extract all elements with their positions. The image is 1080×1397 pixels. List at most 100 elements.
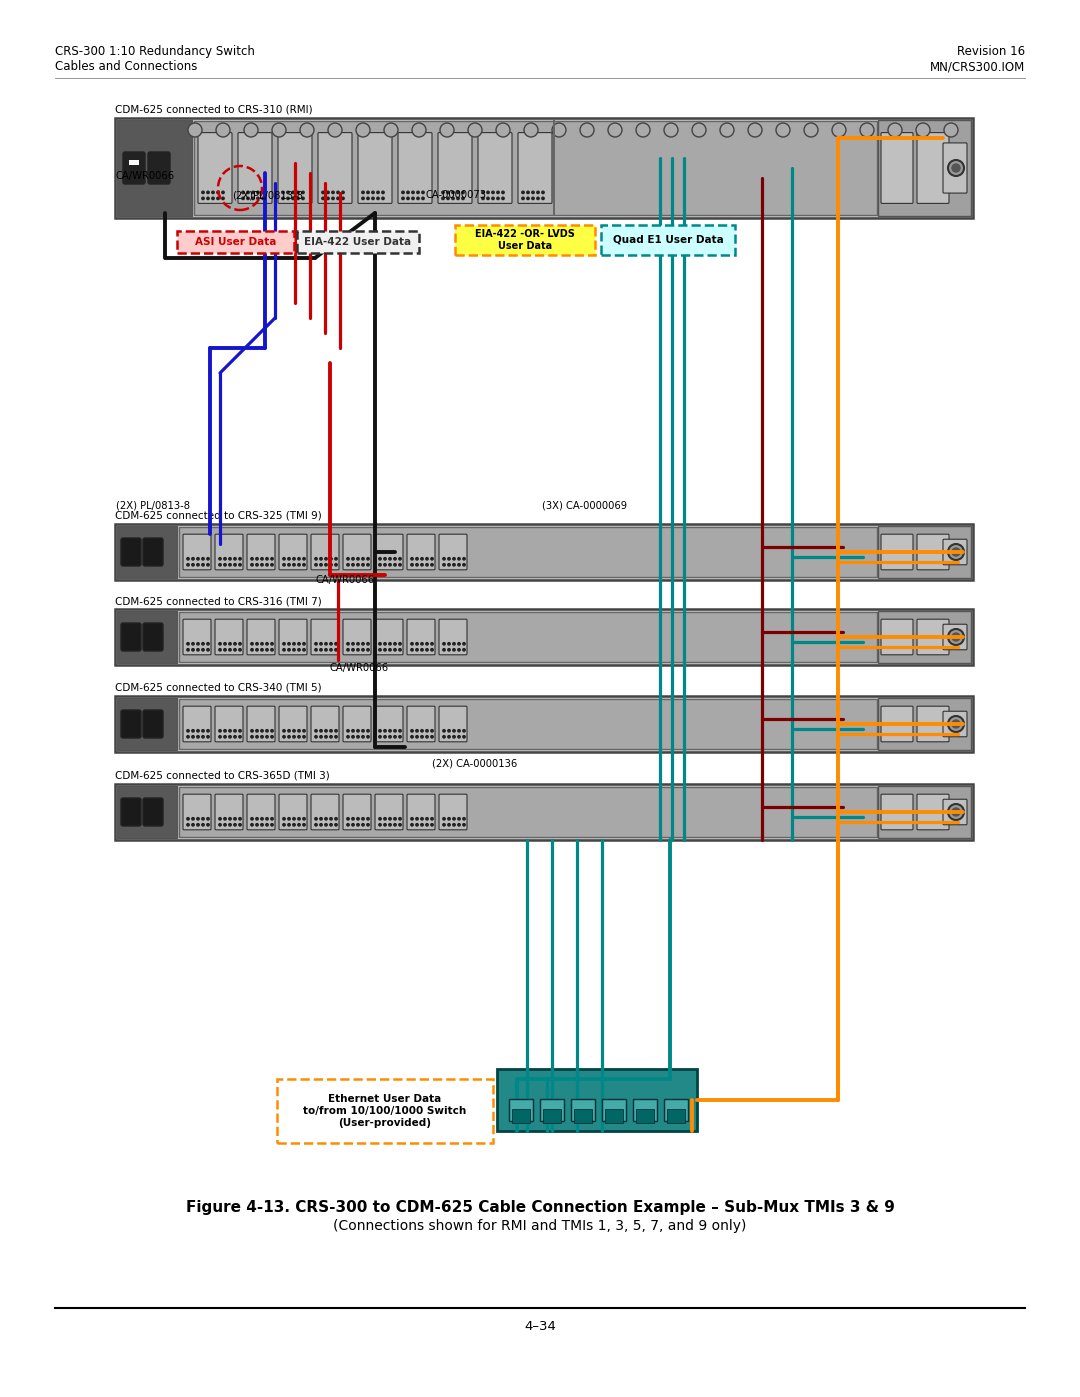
Circle shape [302, 563, 306, 566]
Text: EIA-422 -OR- LVDS
User Data: EIA-422 -OR- LVDS User Data [475, 229, 575, 251]
Bar [179, 612, 877, 662]
Circle shape [347, 648, 349, 651]
Circle shape [447, 191, 449, 194]
Circle shape [463, 557, 465, 560]
Circle shape [242, 191, 244, 194]
Circle shape [256, 557, 258, 560]
Circle shape [356, 123, 370, 137]
Circle shape [542, 191, 544, 194]
Circle shape [206, 557, 210, 560]
Circle shape [383, 736, 387, 738]
Circle shape [219, 824, 221, 826]
FancyBboxPatch shape [438, 707, 467, 742]
FancyBboxPatch shape [215, 795, 243, 830]
Circle shape [417, 197, 419, 200]
Circle shape [192, 824, 194, 826]
Circle shape [325, 729, 327, 732]
Circle shape [314, 643, 318, 645]
Circle shape [257, 191, 259, 194]
FancyBboxPatch shape [399, 133, 432, 204]
Circle shape [407, 197, 409, 200]
FancyBboxPatch shape [375, 707, 403, 742]
Circle shape [219, 643, 221, 645]
Circle shape [426, 643, 428, 645]
Circle shape [426, 817, 428, 820]
Circle shape [362, 729, 364, 732]
Circle shape [421, 729, 423, 732]
Circle shape [287, 191, 289, 194]
Circle shape [302, 729, 306, 732]
Circle shape [399, 563, 401, 566]
FancyBboxPatch shape [343, 619, 372, 655]
Circle shape [347, 736, 349, 738]
Circle shape [293, 643, 295, 645]
Circle shape [192, 643, 194, 645]
Circle shape [402, 197, 404, 200]
Circle shape [283, 648, 285, 651]
Circle shape [188, 123, 202, 137]
Circle shape [463, 643, 465, 645]
Circle shape [251, 643, 253, 645]
Circle shape [362, 191, 364, 194]
Circle shape [252, 197, 254, 200]
Circle shape [411, 123, 426, 137]
Circle shape [399, 643, 401, 645]
Circle shape [377, 197, 379, 200]
Circle shape [457, 197, 459, 200]
Circle shape [804, 123, 818, 137]
Circle shape [256, 736, 258, 738]
Circle shape [320, 824, 322, 826]
Circle shape [298, 736, 300, 738]
Circle shape [332, 197, 334, 200]
Circle shape [399, 557, 401, 560]
Text: Revision 16: Revision 16 [957, 45, 1025, 59]
FancyBboxPatch shape [881, 795, 913, 830]
Circle shape [692, 123, 706, 137]
Circle shape [448, 824, 450, 826]
Circle shape [497, 191, 499, 194]
FancyBboxPatch shape [279, 534, 307, 570]
Circle shape [271, 729, 273, 732]
Circle shape [335, 563, 337, 566]
Circle shape [383, 817, 387, 820]
Circle shape [347, 557, 349, 560]
FancyBboxPatch shape [247, 534, 275, 570]
Bar [878, 527, 971, 578]
Circle shape [229, 648, 231, 651]
Circle shape [367, 643, 369, 645]
Circle shape [491, 191, 495, 194]
Circle shape [298, 817, 300, 820]
Bar [179, 787, 877, 837]
Circle shape [206, 817, 210, 820]
Circle shape [261, 197, 265, 200]
Circle shape [202, 563, 204, 566]
Bar [878, 120, 971, 217]
Circle shape [383, 643, 387, 645]
Circle shape [580, 123, 594, 137]
Bar [573, 1109, 592, 1123]
Circle shape [458, 557, 460, 560]
Bar [602, 1099, 626, 1120]
FancyBboxPatch shape [123, 152, 145, 184]
Circle shape [416, 563, 418, 566]
Circle shape [389, 557, 391, 560]
Circle shape [379, 557, 381, 560]
Circle shape [356, 817, 360, 820]
Circle shape [379, 643, 381, 645]
FancyBboxPatch shape [279, 795, 307, 830]
Circle shape [252, 191, 254, 194]
FancyBboxPatch shape [917, 133, 949, 204]
Circle shape [491, 197, 495, 200]
Circle shape [335, 824, 337, 826]
Circle shape [283, 643, 285, 645]
FancyBboxPatch shape [143, 623, 163, 651]
Circle shape [239, 824, 241, 826]
Circle shape [379, 736, 381, 738]
FancyBboxPatch shape [276, 1078, 492, 1143]
Circle shape [431, 563, 433, 566]
FancyBboxPatch shape [943, 711, 967, 736]
Circle shape [951, 807, 960, 816]
FancyBboxPatch shape [311, 707, 339, 742]
Text: Ethernet User Data
to/from 10/100/1000 Switch
(User-provided): Ethernet User Data to/from 10/100/1000 S… [303, 1094, 467, 1127]
Circle shape [448, 563, 450, 566]
